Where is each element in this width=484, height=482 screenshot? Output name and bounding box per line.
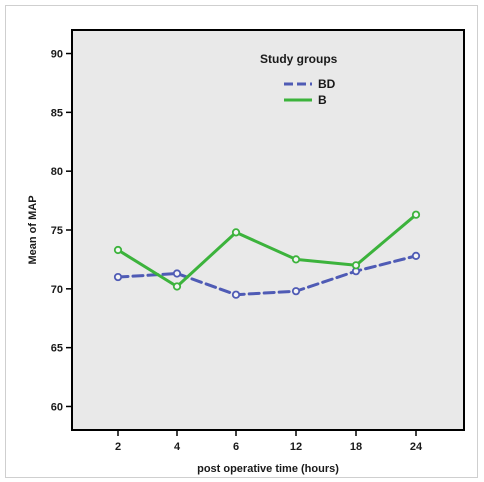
legend-title: Study groups [260, 52, 338, 66]
data-point-b [231, 228, 241, 237]
plot-area [71, 29, 465, 431]
x-tick-label: 24 [410, 441, 423, 453]
data-point-b [291, 255, 301, 264]
x-axis-title: post operative time (hours) [197, 463, 339, 475]
legend-label-b: B [318, 93, 327, 107]
x-tick-label: 6 [233, 441, 239, 453]
legend-items: BD B [284, 77, 336, 107]
x-tick-label: 12 [290, 441, 302, 453]
y-tick-label: 70 [51, 284, 63, 296]
data-point-bd [231, 290, 241, 299]
x-tick-label: 18 [350, 441, 362, 453]
y-tick-label: 60 [51, 401, 63, 413]
y-axis: 60 65 70 75 80 85 90 [51, 49, 72, 413]
legend-label-bd: BD [318, 77, 336, 91]
y-tick-label: 75 [51, 225, 63, 237]
data-point-b [113, 245, 123, 255]
y-tick-label: 85 [51, 107, 63, 119]
series-line-b [116, 213, 418, 288]
data-point-bd [172, 269, 182, 278]
series-layer [113, 210, 421, 299]
data-point-bd [291, 287, 301, 296]
data-point-b [172, 282, 182, 291]
data-point-b [411, 210, 421, 219]
data-point-bd [113, 272, 123, 282]
x-tick-label: 4 [174, 441, 181, 453]
figure-frame [5, 5, 478, 478]
data-point-bd [411, 251, 421, 260]
y-tick-label: 80 [51, 166, 63, 178]
x-tick-label: 2 [115, 441, 121, 453]
x-axis: 2 4 6 12 18 24 [115, 430, 423, 453]
y-tick-label: 90 [51, 49, 63, 61]
y-tick-label: 65 [51, 343, 63, 355]
legend: Study groups BD B [260, 52, 338, 107]
series-line-bd [116, 254, 418, 297]
y-axis-title: Mean of MAP [27, 195, 39, 264]
data-point-b [351, 261, 361, 270]
